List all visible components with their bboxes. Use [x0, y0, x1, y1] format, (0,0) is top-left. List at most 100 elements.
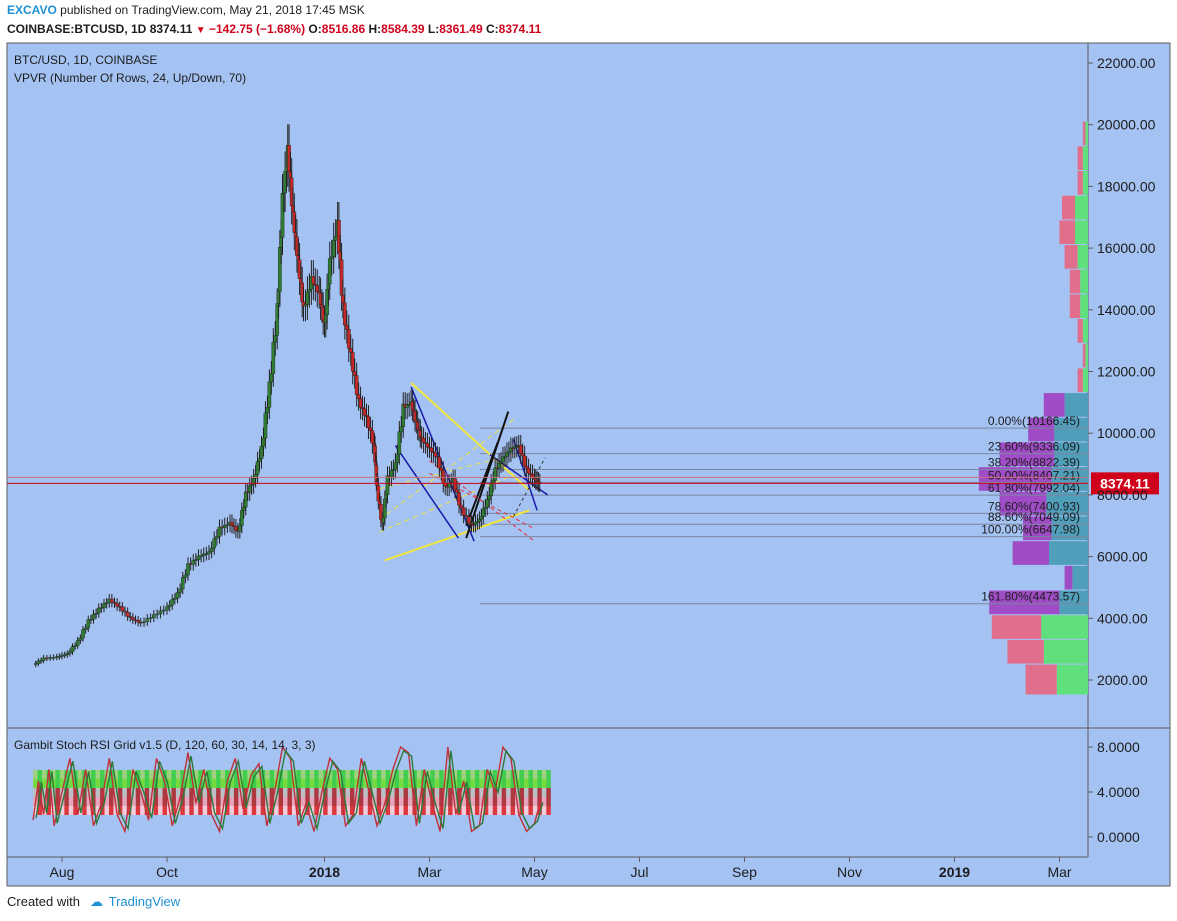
vpvr-label: VPVR (Number Of Rows, 24, Up/Down, 70): [14, 71, 246, 85]
rsi-grid-cell: [189, 779, 194, 788]
rsi-grid-cell: [64, 797, 69, 806]
candle-body: [199, 555, 203, 558]
rsi-grid-cell: [381, 806, 386, 815]
tradingview-link[interactable]: TradingView: [108, 894, 181, 909]
publish-info: EXCAVO published on TradingView.com, May…: [7, 3, 365, 17]
vp-bar-up: [1064, 245, 1078, 269]
vp-bar-up: [1077, 368, 1083, 393]
fib-retracement[interactable]: 0.00%(10166.45) 23.60%(9336.09) 38.20%(882…: [480, 414, 1088, 605]
candle-body: [352, 371, 357, 376]
candle-body: [230, 521, 234, 526]
candle-body: [303, 304, 308, 307]
rsi-grid-cell: [470, 788, 475, 797]
price-tick-label: 12000.00: [1097, 364, 1156, 380]
rsi-grid-cell: [497, 770, 502, 779]
rsi-grid-cell: [207, 788, 212, 797]
rsi-grid-cell: [233, 779, 239, 788]
rsi-grid-cell: [283, 779, 288, 788]
rsi-grid-cell: [519, 797, 525, 806]
rsi-grid-cell: [108, 779, 114, 788]
rsi-grid-cell: [537, 779, 542, 788]
rsi-grid-cell: [91, 806, 96, 815]
candle-body: [481, 508, 486, 517]
rsi-grid-cell: [260, 797, 266, 806]
rsi-grid-cell: [68, 806, 74, 815]
rsi-grid-cell: [390, 788, 395, 797]
candle-body: [269, 373, 274, 383]
rsi-grid-cell: [50, 770, 56, 779]
rsi-grid-cell: [117, 770, 123, 779]
rsi-grid-cell: [220, 779, 226, 788]
rsi-grid-cell: [233, 770, 239, 779]
candle-body: [145, 618, 150, 622]
rsi-grid-cell: [528, 770, 533, 779]
candle-body: [136, 620, 140, 623]
rsi-grid-cell: [171, 788, 176, 797]
rsi-grid-cell: [269, 779, 275, 788]
rsi-grid-cell: [407, 797, 413, 806]
rsi-grid-cell: [448, 779, 453, 788]
rsi-grid-cell: [354, 779, 359, 788]
candle-body: [491, 480, 495, 484]
rsi-grid-cell: [42, 779, 47, 788]
rsi-grid-cell: [372, 806, 377, 815]
rsi-grid-cell: [251, 779, 257, 788]
tradingview-logo-icon[interactable]: ☁: [89, 894, 103, 909]
rsi-grid-cell: [158, 806, 163, 815]
rsi-grid-cell: [332, 806, 337, 815]
vp-bar-up: [1077, 170, 1083, 195]
rsi-grid-cell: [135, 788, 141, 797]
rsi-grid-cell: [171, 770, 176, 779]
rsi-grid-cell: [198, 806, 203, 815]
price-tick-label: 18000.00: [1097, 178, 1156, 194]
rsi-grid-cell: [345, 779, 350, 788]
vp-bar-up: [1043, 393, 1065, 417]
rsi-grid-cell: [488, 788, 493, 797]
publisher-name[interactable]: EXCAVO: [7, 3, 57, 17]
rsi-grid-cell: [233, 797, 239, 806]
rsi-grid-cell: [309, 779, 315, 788]
rsi-grid-cell: [510, 788, 516, 797]
vp-bar-up: [991, 615, 1042, 639]
rsi-grid-cell: [207, 770, 212, 779]
rsi-grid-cell: [327, 797, 333, 806]
price-label-box: [1091, 472, 1159, 495]
candle-body: [469, 522, 474, 525]
rsi-grid-cell: [95, 797, 101, 806]
rsi-grid-cell: [430, 806, 435, 815]
candle-body: [315, 285, 320, 292]
rsi-grid-cell: [341, 797, 346, 806]
rsi-grid-cell: [434, 797, 440, 806]
rsi-grid-cell: [416, 770, 422, 779]
fib-level-label: 38.20%(8822.39): [988, 456, 1080, 470]
rsi-grid-cell: [506, 806, 511, 815]
rsi-grid-cell: [68, 788, 74, 797]
candle-body: [128, 616, 133, 618]
rsi-grid-cell: [153, 806, 159, 815]
time-axis[interactable]: Aug Oct 2018 Mar May Jul Sep Nov 2019 Mar: [50, 857, 1072, 880]
rsi-grid-cell: [528, 806, 533, 815]
candle-body: [524, 465, 529, 469]
candle-body: [57, 656, 62, 658]
rsi-grid-cell: [42, 788, 47, 797]
price-tick-label: 16000.00: [1097, 240, 1156, 256]
rsi-grid-cell: [439, 797, 444, 806]
rsi-grid-cell: [407, 788, 413, 797]
rsi-grid-cell: [251, 788, 257, 797]
rsi-grid-cell: [318, 797, 324, 806]
rsi-grid-cell: [140, 797, 145, 806]
rsi-grid-cell: [202, 779, 208, 788]
rsi-grid-cell: [207, 806, 212, 815]
candle-body: [96, 607, 101, 614]
candle-body: [329, 256, 334, 259]
rsi-grid-cell: [399, 770, 404, 779]
rsi-grid-cell: [457, 770, 462, 779]
rsi-grid-cell: [318, 788, 324, 797]
rsi-grid-cell: [108, 788, 114, 797]
last-price: 8374.11: [149, 22, 193, 36]
price-axis[interactable]: 2000.00 4000.00 6000.00 8000.00 10000.00 1200…: [1088, 55, 1156, 688]
rsi-grid-cell: [305, 788, 310, 797]
candle-body: [350, 352, 355, 372]
rsi-grid-cell: [117, 797, 123, 806]
